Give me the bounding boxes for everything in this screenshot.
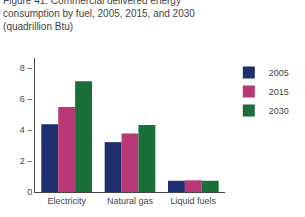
svg-text:8 –: 8 – <box>20 63 33 73</box>
svg-text:Figure 41. Commercial delivere: Figure 41. Commercial delivered energyco… <box>3 0 195 32</box>
svg-text:Electricity: Electricity <box>47 196 86 206</box>
svg-text:4 –: 4 – <box>20 125 33 135</box>
svg-text:2005: 2005 <box>269 68 289 78</box>
svg-text:2 –: 2 – <box>20 156 33 166</box>
svg-text:6 –: 6 – <box>20 94 33 104</box>
svg-text:Natural gas: Natural gas <box>107 196 154 206</box>
svg-text:Liquid fuels: Liquid fuels <box>171 196 217 206</box>
svg-text:2030: 2030 <box>269 106 289 116</box>
svg-text:2015: 2015 <box>269 87 289 97</box>
svg-text:0: 0 <box>27 187 32 197</box>
